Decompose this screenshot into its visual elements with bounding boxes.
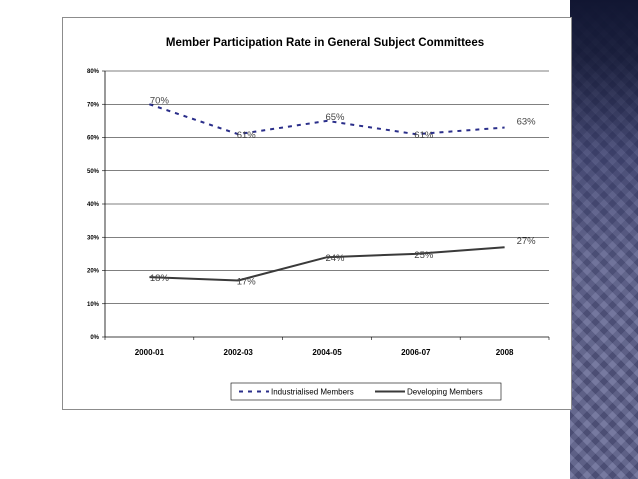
legend-label-developing: Developing Members xyxy=(407,388,483,397)
data-label: 61% xyxy=(237,130,257,141)
x-tick-label: 2008 xyxy=(496,348,514,357)
legend-label-industrialised: Industrialised Members xyxy=(271,388,354,397)
series xyxy=(149,103,505,282)
data-label: 63% xyxy=(517,117,537,128)
legend: Industrialised Members Developing Members xyxy=(230,382,502,401)
y-tick-label: 0% xyxy=(90,335,99,341)
series-line-industrialised xyxy=(149,103,505,136)
y-tick-label: 30% xyxy=(87,235,100,241)
data-label: 65% xyxy=(325,112,345,123)
data-label: 27% xyxy=(517,236,537,247)
y-tick-label: 60% xyxy=(87,136,100,142)
data-label: 24% xyxy=(325,253,345,264)
chart-title: Member Participation Rate in General Sub… xyxy=(166,37,484,49)
data-label: 25% xyxy=(414,250,434,261)
y-tick-label: 50% xyxy=(87,169,100,175)
chart-frame: Member Participation Rate in General Sub… xyxy=(62,17,572,410)
line-chart: Member Participation Rate in General Sub… xyxy=(87,37,550,401)
data-label: 61% xyxy=(414,130,434,141)
gridlines xyxy=(105,70,549,305)
x-tick-label: 2004-05 xyxy=(312,348,342,357)
y-tick-label: 20% xyxy=(87,269,100,275)
x-tick-label: 2002-03 xyxy=(224,348,254,357)
series-line-developing xyxy=(149,246,505,282)
data-labels: 70% 61% 65% 61% 63% 18% 17% 24% 25% 27% xyxy=(150,95,536,287)
data-label: 18% xyxy=(150,273,170,284)
x-tick-label: 2006-07 xyxy=(401,348,431,357)
axes: 0% 10% 20% 30% 40% 50% 60% 70% 80% 2000-01 2002-03… xyxy=(87,69,550,357)
decorative-side-strip xyxy=(570,0,638,479)
y-tick-label: 10% xyxy=(87,302,100,308)
y-tick-label: 70% xyxy=(87,102,100,108)
legend-box xyxy=(230,382,502,401)
data-label: 70% xyxy=(150,95,170,106)
x-tick-label: 2000-01 xyxy=(135,348,165,357)
data-label: 17% xyxy=(237,276,257,287)
y-tick-label: 80% xyxy=(87,69,100,75)
y-tick-label: 40% xyxy=(87,202,100,208)
